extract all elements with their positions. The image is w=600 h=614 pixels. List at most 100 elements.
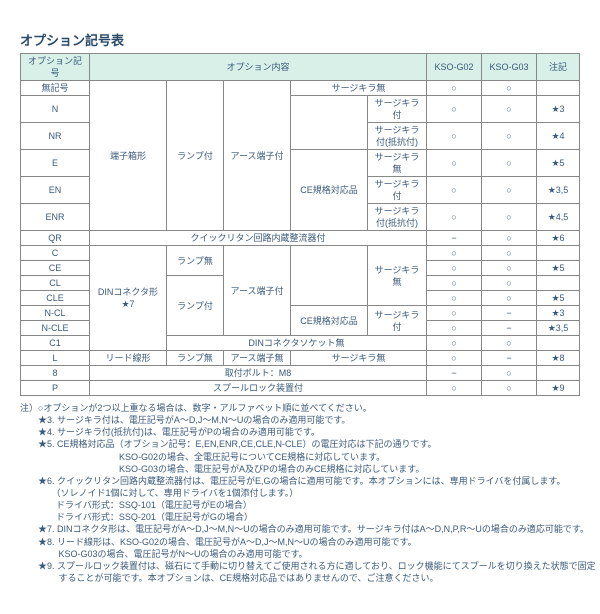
cell: ○: [482, 366, 537, 381]
cell: N-CL: [21, 306, 90, 321]
cell: リード線形: [90, 351, 167, 366]
cell: アース端子付: [224, 81, 291, 231]
cell: ○: [482, 177, 537, 204]
cell: [537, 276, 580, 291]
cell: ○: [427, 177, 482, 204]
cell: ○: [427, 81, 482, 96]
cell: CE規格対応品: [291, 306, 368, 336]
cell: ○: [482, 336, 537, 351]
cell: ランプ付: [167, 276, 224, 336]
cell: ○: [482, 204, 537, 231]
cell: ○: [482, 291, 537, 306]
cell: DINコネクタソケット無: [167, 336, 427, 351]
note-line: ★7. DINコネクタ形は、電圧記号がA～D,J～M,N～Uの場合のみ適用可能で…: [20, 523, 580, 535]
cell: サージキラ無: [291, 351, 427, 366]
cell: サージキラ付(抵抗付): [368, 204, 427, 231]
cell: 取付ボルト：M8: [90, 366, 427, 381]
cell: ○: [482, 123, 537, 150]
cell: CE: [21, 261, 90, 276]
note-line: KSO-G03の場合、電圧記号がA及びPの場合のみCE規格に対応しています。: [20, 463, 580, 475]
cell: 無記号: [21, 81, 90, 96]
cell: ○: [482, 81, 537, 96]
cell: ○: [482, 381, 537, 396]
cell: C1: [21, 336, 90, 351]
th-g03: KSO-G03: [482, 54, 537, 81]
cell: CL: [21, 276, 90, 291]
note-line: 注）○オプションが2つ以上重なる場合は、数字・アルファベット順に並べてください。: [20, 402, 580, 414]
cell: ○: [427, 336, 482, 351]
cell: サージキラ付: [368, 306, 427, 336]
cell: EN: [21, 177, 90, 204]
cell: 8: [21, 366, 90, 381]
cell: サージキラ付(抵抗付): [368, 123, 427, 150]
cell: ○: [482, 261, 537, 276]
note-line: ★5. CE規格対応品（オプション記号：E,EN,ENR,CE,CLE,N-CL…: [20, 438, 580, 450]
page-title: オプション記号表: [20, 30, 580, 49]
cell: [537, 81, 580, 96]
cell: ★5: [537, 150, 580, 177]
cell: ○: [482, 150, 537, 177]
cell: ○: [427, 321, 482, 336]
note-line: ★3. サージキラ付は、電圧記号がA～D,J～M,N～Uの場合のみ適用可能です。: [20, 414, 580, 426]
cell: ○: [427, 261, 482, 276]
cell: CE規格対応品: [291, 150, 368, 231]
cell: −: [482, 351, 537, 366]
note-line: KSO-G02の場合、全電圧記号についてCE規格に対応しています。: [20, 451, 580, 463]
cell: ★4: [537, 123, 580, 150]
cell: ○: [482, 246, 537, 261]
cell: ランプ無: [167, 351, 224, 366]
cell: ○: [427, 291, 482, 306]
note-line: ドライバ形式：SSQ-101（電圧記号がEの場合）: [20, 499, 580, 511]
cell: アース端子無: [224, 351, 291, 366]
cell: [537, 366, 580, 381]
cell: ○: [427, 381, 482, 396]
cell: [291, 246, 368, 306]
note-line: ★6. クイックリタン回路内蔵整流器付は、電圧記号がE,Gの場合に適用可能です。…: [20, 475, 580, 487]
cell: ★3: [537, 96, 580, 123]
cell: −: [427, 366, 482, 381]
cell: ENR: [21, 204, 90, 231]
cell: ○: [427, 246, 482, 261]
th-content: オプション内容: [90, 54, 427, 81]
note-line: （ソレノイド1個に対して、専用ドライバを1個添付します。）: [20, 487, 580, 499]
cell: サージキラ無: [368, 150, 427, 177]
cell: ○: [427, 204, 482, 231]
cell: ★4,5: [537, 204, 580, 231]
cell: ○: [427, 150, 482, 177]
cell: クイックリタン回路内蔵整流器付: [90, 231, 427, 246]
cell: ○: [427, 123, 482, 150]
cell: ★3: [537, 306, 580, 321]
cell: QR: [21, 231, 90, 246]
note-line: ★9. スプールロック装置付は、磁石にて手動に切り替えてご使用される方に適してお…: [20, 560, 580, 572]
cell: ○: [427, 306, 482, 321]
note-line: ★4. サージキラ付(抵抗付)は、電圧記号がPの場合のみ適用可能です。: [20, 426, 580, 438]
cell: [291, 96, 368, 150]
cell: ランプ無: [167, 246, 224, 276]
note-line: ドライバ形式：SSQ-201（電圧記号がGの場合）: [20, 511, 580, 523]
cell: C: [21, 246, 90, 261]
cell: E: [21, 150, 90, 177]
cell: ○: [427, 276, 482, 291]
cell: N: [21, 96, 90, 123]
cell: ○: [427, 351, 482, 366]
cell: ○: [427, 96, 482, 123]
cell: [537, 336, 580, 351]
cell: L: [21, 351, 90, 366]
cell: スプールロック装置付: [90, 381, 427, 396]
cell: ★3,5: [537, 177, 580, 204]
cell: 端子箱形: [90, 81, 167, 231]
cell: −: [427, 231, 482, 246]
option-table: オプション記号 オプション内容 KSO-G02 KSO-G03 注記 無記号 端…: [20, 53, 580, 396]
cell: ★3,5: [537, 321, 580, 336]
th-note: 注記: [537, 54, 580, 81]
note-line: KSO-G03の場合、電圧記号がN～Uの場合のみ適用可能です。: [20, 548, 580, 560]
cell: サージキラ付: [368, 177, 427, 204]
cell: ○: [482, 96, 537, 123]
cell: ランプ付: [167, 81, 224, 231]
cell: サージキラ無: [368, 246, 427, 306]
cell: ★5: [537, 261, 580, 276]
cell: P: [21, 381, 90, 396]
cell: サージキラ付: [368, 96, 427, 123]
cell: ○: [482, 276, 537, 291]
notes-block: 注）○オプションが2つ以上重なる場合は、数字・アルファベット順に並べてください。…: [20, 402, 580, 584]
